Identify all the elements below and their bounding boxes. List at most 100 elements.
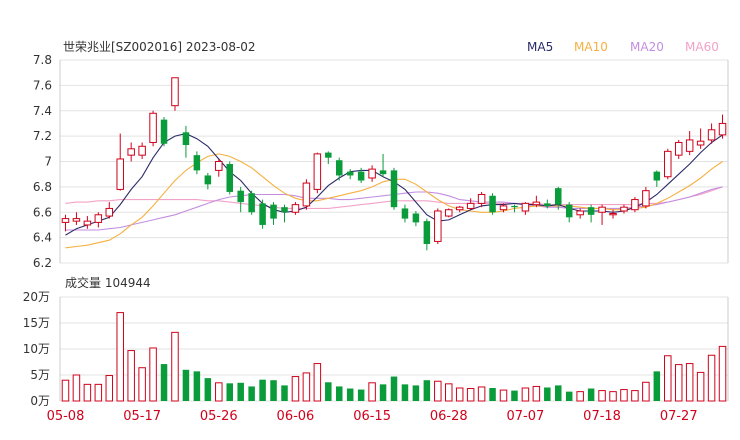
candle-body	[116, 158, 124, 190]
volume-tick-label: 10万	[23, 342, 50, 356]
candle	[609, 209, 617, 219]
volume-bar	[127, 350, 135, 402]
volume-bar	[237, 382, 244, 401]
candle-body	[664, 150, 672, 178]
volume-bar	[696, 371, 705, 402]
candle	[653, 170, 661, 187]
volume-bar	[379, 384, 387, 401]
volume-bar	[521, 387, 530, 402]
volume-bar	[259, 379, 266, 401]
candle-body	[511, 205, 518, 208]
candle	[346, 169, 354, 180]
candle-body	[642, 190, 650, 207]
candle	[291, 202, 300, 215]
volume-bar	[423, 380, 431, 401]
volume-label: 成交量 104944	[65, 275, 151, 290]
candle-body	[455, 206, 464, 211]
candle-body	[445, 209, 453, 217]
candle	[193, 151, 201, 175]
candle-body	[532, 201, 541, 206]
candle	[83, 216, 92, 229]
candle-body	[477, 193, 486, 204]
volume-bar	[72, 374, 81, 402]
candle-body	[149, 112, 157, 143]
volume-bars	[61, 312, 727, 402]
candle-body	[281, 207, 288, 213]
candle	[281, 204, 288, 223]
candle	[335, 157, 343, 181]
candle-body	[434, 210, 442, 242]
volume-bar	[401, 384, 409, 401]
volume-bar	[631, 390, 639, 402]
candle-body	[270, 204, 277, 219]
candle	[226, 161, 233, 195]
price-tick-label: 7.6	[33, 78, 52, 92]
candle-body	[127, 148, 135, 156]
candle	[390, 167, 398, 210]
volume-bar	[281, 385, 288, 401]
candle	[445, 208, 453, 218]
candle-body	[204, 175, 212, 185]
candle	[565, 202, 573, 223]
candle-body	[499, 205, 508, 211]
price-tick-label: 7.4	[33, 104, 52, 118]
candle-body	[685, 139, 694, 152]
price-tick-label: 6.6	[33, 205, 52, 219]
volume-bar	[664, 355, 672, 402]
price-tick-label: 7.8	[33, 53, 52, 67]
candle	[434, 208, 442, 244]
candle-body	[587, 207, 595, 215]
candle	[127, 142, 135, 162]
volume-bar	[445, 383, 453, 402]
candle	[674, 139, 683, 159]
candle-body	[401, 208, 409, 219]
price-tick-label: 6.2	[33, 256, 52, 270]
candle-body	[707, 129, 716, 141]
candle-body	[674, 141, 683, 156]
candle	[61, 214, 70, 232]
candle-body	[565, 204, 573, 218]
candle	[685, 131, 694, 156]
candle	[182, 125, 190, 158]
candle-body	[72, 218, 81, 222]
candle	[576, 208, 584, 219]
candle-body	[631, 199, 639, 211]
candle-body	[237, 190, 244, 203]
volume-bar	[555, 385, 562, 401]
volume-bar	[368, 382, 376, 402]
volume-tick-label: 15万	[23, 316, 50, 330]
candle	[138, 142, 146, 159]
volume-bar	[193, 371, 201, 401]
candle-body	[335, 160, 343, 176]
candle	[466, 198, 475, 210]
candle	[215, 158, 223, 177]
candle-body	[105, 207, 114, 217]
candle	[664, 148, 672, 180]
volume-bar	[499, 389, 508, 402]
candle-body	[423, 221, 431, 244]
stock-label: 世荣兆业[SZ002016] 2023-08-02	[63, 40, 256, 54]
volume-bar	[532, 385, 541, 402]
price-tick-label: 6.4	[33, 231, 52, 245]
price-tick-label: 6.8	[33, 180, 52, 194]
candle	[521, 202, 530, 215]
volume-bar	[94, 383, 103, 402]
volume-bar	[149, 347, 157, 402]
candle	[555, 186, 562, 210]
volume-bar	[61, 379, 70, 402]
candle-body	[182, 132, 190, 146]
volume-bar	[477, 386, 486, 402]
candle	[696, 128, 705, 149]
candle-body	[390, 170, 398, 208]
date-label: 07-18	[583, 409, 621, 424]
date-label: 05-26	[200, 409, 238, 424]
candle	[72, 212, 81, 225]
volume-bar	[215, 382, 223, 402]
candle-body	[576, 210, 584, 216]
candle-body	[259, 203, 266, 225]
candle-body	[620, 206, 628, 212]
candle-body	[357, 171, 365, 181]
price-axis: 7.8 7.6 7.4 7.2 7 6.8 6.6 6.4 6.2	[33, 53, 52, 270]
candle	[412, 210, 420, 227]
candle	[248, 190, 255, 215]
